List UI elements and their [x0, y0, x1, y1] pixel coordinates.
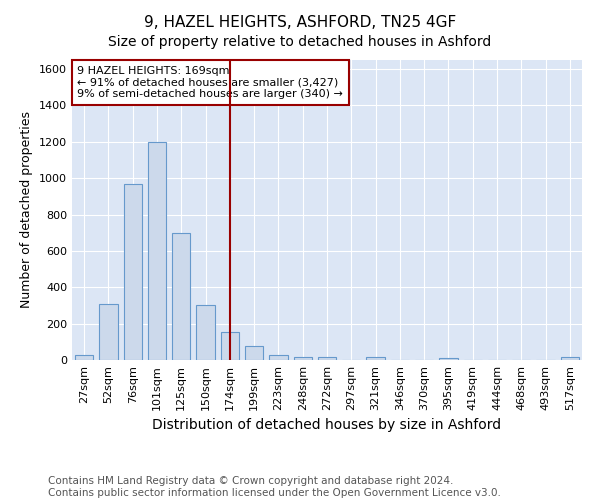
Bar	[293, 358, 312, 360]
Bar	[221, 332, 239, 360]
Y-axis label: Number of detached properties: Number of detached properties	[20, 112, 34, 308]
Bar	[318, 358, 336, 360]
Text: Contains HM Land Registry data © Crown copyright and database right 2024.
Contai: Contains HM Land Registry data © Crown c…	[48, 476, 501, 498]
Bar	[439, 358, 458, 360]
Bar	[269, 355, 287, 360]
Bar	[196, 306, 215, 360]
Bar	[561, 358, 579, 360]
Text: 9, HAZEL HEIGHTS, ASHFORD, TN25 4GF: 9, HAZEL HEIGHTS, ASHFORD, TN25 4GF	[144, 15, 456, 30]
Bar	[148, 142, 166, 360]
Bar	[367, 358, 385, 360]
Bar	[75, 355, 93, 360]
Bar	[245, 346, 263, 360]
Text: 9 HAZEL HEIGHTS: 169sqm
← 91% of detached houses are smaller (3,427)
9% of semi-: 9 HAZEL HEIGHTS: 169sqm ← 91% of detache…	[77, 66, 343, 99]
Bar	[124, 184, 142, 360]
Text: Size of property relative to detached houses in Ashford: Size of property relative to detached ho…	[109, 35, 491, 49]
Bar	[172, 232, 190, 360]
Bar	[100, 304, 118, 360]
X-axis label: Distribution of detached houses by size in Ashford: Distribution of detached houses by size …	[152, 418, 502, 432]
